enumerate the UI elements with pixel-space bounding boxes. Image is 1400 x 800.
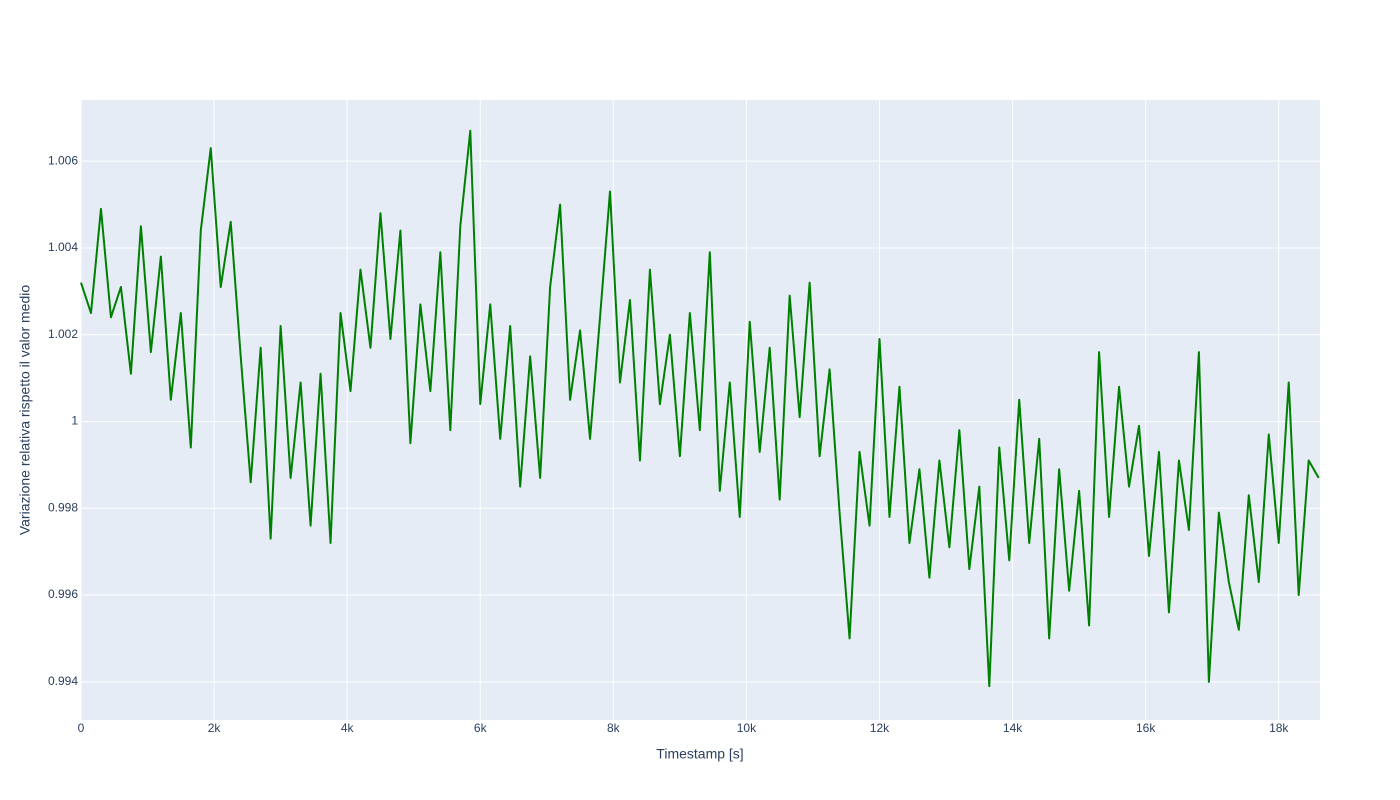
x-tick-label: 6k — [474, 721, 488, 735]
x-tick-label: 18k — [1269, 721, 1289, 735]
x-tick-label: 10k — [737, 721, 757, 735]
x-tick-label: 4k — [341, 721, 355, 735]
y-tick-label: 1 — [71, 414, 78, 428]
y-tick-label: 0.996 — [48, 587, 78, 601]
y-tick-label: 0.998 — [48, 500, 78, 514]
x-tick-label: 14k — [1003, 721, 1023, 735]
x-tick-label: 0 — [78, 721, 85, 735]
y-axis-title: Variazione relativa rispetto il valor me… — [17, 285, 33, 536]
y-tick-label: 1.002 — [48, 327, 78, 341]
x-tick-label: 16k — [1136, 721, 1156, 735]
data-line — [80, 129, 1320, 688]
y-tick-label: 1.006 — [48, 153, 78, 167]
x-tick-label: 8k — [607, 721, 621, 735]
y-tick-label: 1.004 — [48, 240, 78, 254]
x-tick-label: 12k — [870, 721, 890, 735]
y-tick-label: 0.994 — [48, 674, 78, 688]
x-tick-label: 2k — [208, 721, 222, 735]
x-axis-title: Timestamp [s] — [656, 746, 743, 762]
